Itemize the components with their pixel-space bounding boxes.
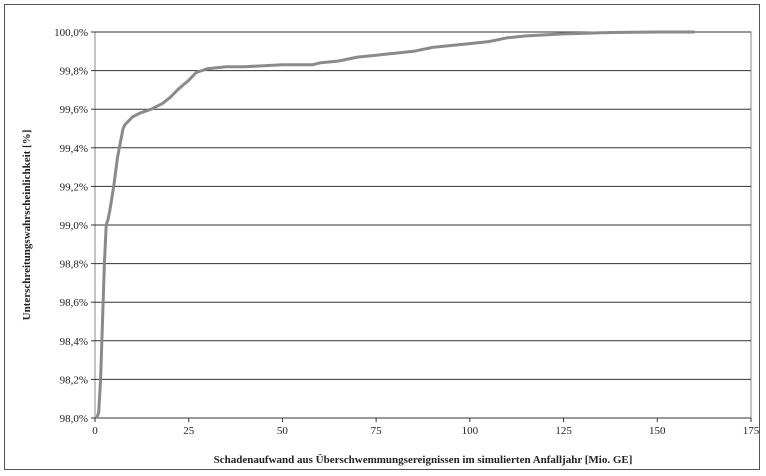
y-axis-label: Unterschreitungswahrscheinlichkeit [%]	[21, 130, 33, 321]
x-tick-label: 0	[92, 425, 98, 437]
x-tick-label: 100	[462, 425, 479, 437]
y-tick-label: 98,6%	[60, 297, 88, 309]
x-tick-label: 125	[555, 425, 572, 437]
y-tick-label: 99,4%	[60, 143, 88, 155]
y-tick-label: 98,2%	[60, 374, 88, 386]
y-tick-label: 98,4%	[60, 336, 88, 348]
y-tick-label: 99,6%	[60, 104, 88, 116]
x-tick-label: 150	[649, 425, 666, 437]
series-line	[95, 30, 695, 419]
x-tick-label: 25	[183, 425, 195, 437]
y-tick-label: 99,8%	[60, 66, 88, 78]
x-tick-label: 75	[371, 425, 383, 437]
y-tick-label: 98,0%	[60, 413, 88, 425]
x-tick-label: 50	[277, 425, 289, 437]
y-tick-label: 99,0%	[60, 220, 88, 232]
y-tick-label: 100,0%	[54, 27, 88, 39]
y-tick-label: 99,2%	[60, 181, 88, 193]
x-tick-label: 175	[743, 425, 760, 437]
x-axis-label: Schadenaufwand aus Überschwemmungsereign…	[214, 453, 633, 466]
y-tick-label: 98,8%	[60, 259, 88, 271]
